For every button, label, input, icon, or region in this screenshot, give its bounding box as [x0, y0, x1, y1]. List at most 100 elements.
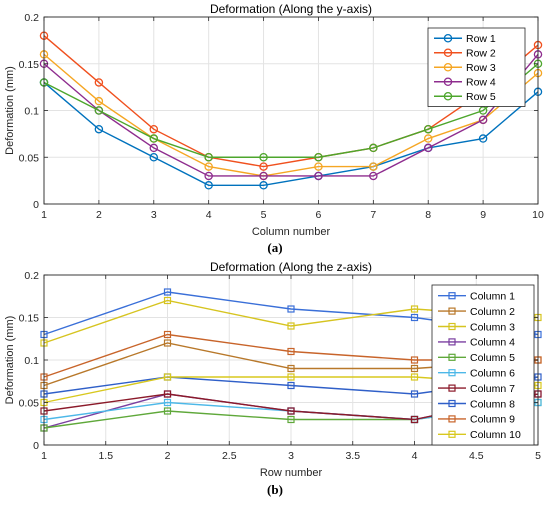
legend-marker: [443, 34, 453, 43]
legend-label: Row 1: [466, 33, 496, 45]
legend-item: Column 6: [438, 368, 515, 380]
y-tick-label: 0.2: [24, 12, 39, 24]
series-line: [43, 53, 539, 177]
data-point: [163, 398, 172, 407]
data-point: [410, 390, 419, 398]
x-tick-label: 6: [316, 209, 322, 221]
legend-label: Column 9: [470, 414, 515, 426]
data-point: [410, 364, 419, 373]
data-point: [287, 381, 295, 390]
x-tick-label: 9: [480, 209, 486, 221]
legend-label: Row 2: [466, 48, 496, 60]
x-tick-label: 8: [425, 209, 431, 221]
legend-item: Column 4: [438, 337, 515, 349]
legend-marker: [448, 384, 456, 392]
y-axis-label: Deformation (mm): [4, 66, 16, 155]
x-tick-label: 3: [151, 209, 157, 221]
legend-marker: [448, 369, 456, 377]
chart-1: 1 2 3 4 5 6 7 8 9 10 0 0.05 0.1 0.15 0.2 Deformation (A…: [4, 2, 544, 255]
data-point: [259, 171, 268, 181]
y-tick-label: 0.15: [19, 313, 40, 325]
legend-marker: [448, 322, 456, 331]
y-tick-label: 0.05: [19, 398, 40, 410]
legend-label: Column 3: [470, 321, 515, 333]
y-tick-label: 0.1: [24, 355, 39, 367]
data-point: [478, 115, 488, 125]
data-point: [259, 152, 268, 162]
data-point: [163, 339, 172, 347]
x-tick-label: 3: [288, 450, 294, 462]
data-point: [410, 415, 419, 424]
legend-label: Column 5: [470, 352, 515, 364]
legend-label: Column 1: [470, 291, 515, 303]
legend-item: Row 4: [434, 77, 496, 89]
data-point: [287, 373, 295, 381]
legend-marker: [443, 92, 453, 101]
legend-marker: [448, 307, 456, 315]
legend-label: Row 3: [466, 62, 496, 74]
legend-marker: [448, 292, 456, 300]
legend-item: Column 7: [438, 383, 515, 395]
data-point: [259, 162, 268, 171]
x-tick-label: 5: [535, 450, 541, 462]
data-point: [163, 330, 172, 339]
x-tick-label: 2: [165, 450, 171, 462]
ticks: 1 1.5 2 2.5 3 3.5 4 4.5 5 0 0.05 0.1 0.15 0.2: [19, 270, 542, 462]
series-line: [43, 63, 539, 158]
x-axis-label: Column number: [252, 226, 331, 238]
legend-marker: [443, 77, 453, 87]
legend-item: Row 1: [434, 33, 496, 45]
legend-label: Column 10: [470, 429, 521, 441]
data-point: [204, 162, 213, 171]
y-tick-label: 0: [33, 199, 39, 211]
x-tick-label: 10: [532, 209, 544, 221]
x-tick-label: 4.5: [469, 450, 484, 462]
legend-marker: [448, 399, 456, 408]
legend-item: Column 9: [438, 414, 515, 426]
data-point: [423, 143, 433, 153]
x-tick-label: 7: [370, 209, 376, 221]
data-point: [287, 347, 295, 356]
y-axis-label: Deformation (mm): [4, 316, 16, 405]
chart-title: Deformation (Along the z-axis): [210, 260, 372, 274]
ticks: 1 2 3 4 5 6 7 8 9 10 0 0.05 0.1 0.15 0.2: [19, 12, 544, 221]
data-point: [204, 152, 213, 162]
x-tick-label: 4: [412, 450, 418, 462]
chart-2: 1 1.5 2 2.5 3 3.5 4 4.5 5 0 0.05 0.1 0.15 0.2 Deformat…: [4, 260, 542, 497]
data-point: [478, 134, 488, 143]
legend-label: Column 2: [470, 306, 515, 318]
series-line: [43, 53, 539, 177]
data-point: [287, 415, 295, 424]
legend-item: Row 5: [434, 91, 496, 103]
figure-caption: (a): [267, 240, 282, 255]
data-point: [314, 162, 323, 171]
data-point: [287, 407, 295, 415]
legend-marker: [443, 63, 453, 72]
x-tick-label: 1.5: [98, 450, 113, 462]
data-point: [369, 143, 378, 153]
legend-item: Column 1: [438, 291, 515, 303]
data-point: [163, 296, 172, 305]
legend-marker: [448, 338, 456, 346]
data-point: [163, 390, 172, 398]
chart-title: Deformation (Along the y-axis): [210, 2, 372, 16]
data-point: [314, 171, 323, 181]
legend-item: Column 8: [438, 398, 515, 410]
legend-label: Row 5: [466, 91, 496, 103]
legend: Row 1 Row 2 Row 3 Row 4 Row 5: [427, 27, 526, 107]
data-point: [149, 143, 159, 153]
legend-label: Row 4: [466, 77, 496, 89]
x-tick-label: 2.5: [222, 450, 237, 462]
y-tick-label: 0.2: [24, 270, 39, 282]
x-axis-label: Row number: [260, 467, 323, 479]
legend-item: Column 5: [438, 352, 515, 364]
legend-marker: [448, 430, 456, 438]
data-point: [287, 322, 295, 330]
x-tick-label: 4: [206, 209, 212, 221]
data-point: [163, 373, 172, 381]
data-point: [410, 356, 419, 364]
data-point: [287, 364, 295, 373]
legend-item: Column 2: [438, 306, 515, 318]
data-point: [287, 305, 295, 313]
